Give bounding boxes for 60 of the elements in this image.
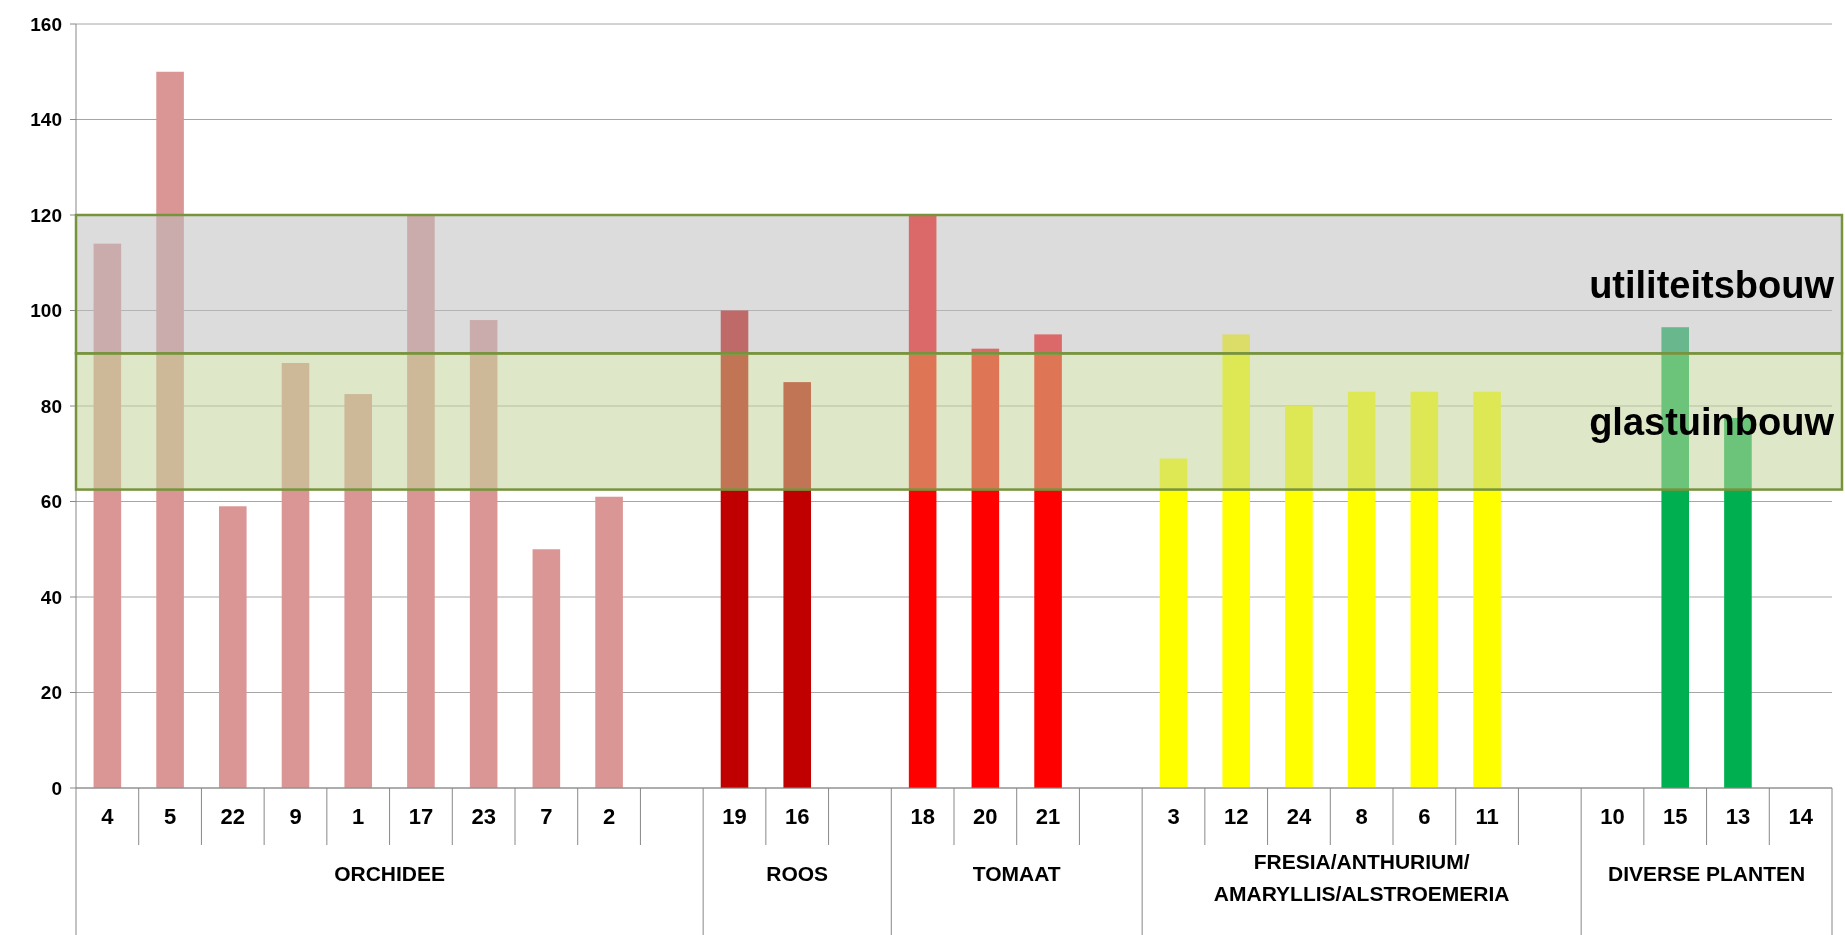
x-tick-label: 14 bbox=[1788, 804, 1814, 830]
bar bbox=[93, 243, 122, 788]
bar bbox=[908, 215, 937, 788]
x-tick-label: 24 bbox=[1286, 804, 1312, 830]
x-tick-label: 10 bbox=[1600, 804, 1625, 830]
text: ORCHIDEE bbox=[334, 862, 445, 885]
x-tick-label: 19 bbox=[722, 804, 747, 830]
bar bbox=[1347, 391, 1376, 788]
bar bbox=[407, 215, 435, 788]
bar bbox=[1473, 391, 1501, 788]
bar bbox=[720, 310, 749, 788]
x-tick-label: 23 bbox=[471, 804, 496, 830]
y-tick-label: 0 bbox=[51, 777, 62, 799]
y-tick-label: 40 bbox=[40, 586, 62, 608]
x-tick-label: 6 bbox=[1418, 804, 1431, 830]
x-tick-label: 4 bbox=[101, 804, 115, 830]
bar bbox=[1159, 458, 1188, 788]
x-tick-label: 17 bbox=[408, 804, 434, 830]
x-tick-label: 11 bbox=[1475, 804, 1499, 830]
y-tick-label: 80 bbox=[40, 395, 62, 417]
x-tick-label: 18 bbox=[910, 804, 935, 830]
x-tick-label: 1 bbox=[352, 804, 365, 830]
bar bbox=[1285, 406, 1313, 788]
text: DIVERSE PLANTEN bbox=[1607, 862, 1806, 885]
bar bbox=[218, 506, 247, 788]
bar bbox=[156, 71, 184, 788]
bar bbox=[1410, 391, 1439, 788]
x-tick-label: 7 bbox=[540, 804, 553, 830]
x-tick-label: 16 bbox=[784, 804, 810, 830]
x-tick-label: 9 bbox=[289, 804, 302, 830]
bar bbox=[971, 348, 1000, 788]
x-tick-label: 2 bbox=[602, 804, 616, 830]
bar bbox=[783, 382, 812, 788]
bar bbox=[469, 320, 498, 788]
y-tick-label: 140 bbox=[30, 109, 62, 131]
x-tick-label: 13 bbox=[1725, 804, 1751, 830]
y-tick-label: 160 bbox=[30, 13, 62, 35]
bar bbox=[281, 363, 310, 788]
bar bbox=[1034, 334, 1062, 788]
x-tick-label: 21 bbox=[1035, 804, 1061, 830]
x-tick-label: 3 bbox=[1167, 804, 1180, 830]
y-tick-label: 120 bbox=[30, 204, 62, 226]
x-tick-label: 22 bbox=[220, 804, 246, 830]
x-tick-label: 20 bbox=[973, 804, 998, 830]
bar bbox=[595, 496, 623, 788]
x-tick-label: 15 bbox=[1662, 804, 1688, 830]
x-tick-label: 12 bbox=[1223, 804, 1249, 830]
text: ROOS bbox=[766, 862, 829, 885]
x-tick-label: 8 bbox=[1355, 804, 1368, 830]
bar bbox=[344, 394, 373, 788]
x-tick-label: 5 bbox=[163, 804, 177, 830]
bar bbox=[532, 549, 561, 788]
band-label: utiliteitsbouw bbox=[1589, 263, 1835, 306]
bar bbox=[1222, 334, 1251, 788]
band-label: glastuinbouw bbox=[1589, 400, 1835, 443]
y-tick-label: 20 bbox=[40, 682, 62, 704]
text: TOMAAT bbox=[972, 862, 1061, 885]
y-tick-label: 60 bbox=[40, 491, 62, 513]
y-tick-label: 100 bbox=[30, 300, 62, 322]
text: FRESIA/ANTHURIUM/ AMARYLLIS/ALSTROEMERIA bbox=[1213, 850, 1510, 905]
